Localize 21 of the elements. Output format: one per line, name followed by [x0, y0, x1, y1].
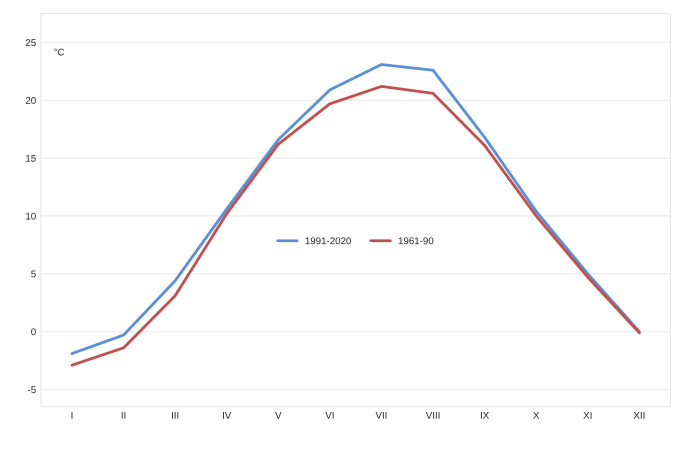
- legend-label: 1991-2020: [306, 237, 351, 244]
- y-tick-label: 0: [31, 328, 36, 336]
- x-tick-label: X: [533, 412, 540, 419]
- y-tick-label: -5: [28, 386, 36, 394]
- y-tick-label: 25: [26, 39, 36, 46]
- x-tick-label: VI: [325, 412, 334, 419]
- y-tick-label: 5: [31, 270, 36, 278]
- x-tick-label: VIII: [426, 412, 440, 419]
- y-axis-title: °C: [54, 48, 64, 56]
- x-tick-label: V: [275, 412, 282, 419]
- legend-label: 1961-90: [398, 237, 434, 244]
- x-tick-label: III: [172, 412, 178, 419]
- x-tick-label: XI: [583, 412, 592, 419]
- x-tick-label: II: [122, 412, 126, 419]
- x-tick-label: IV: [223, 412, 232, 419]
- x-tick-label: IX: [480, 412, 490, 419]
- x-tick-label: XII: [634, 412, 644, 419]
- y-tick-label: 10: [26, 212, 36, 220]
- y-tick-label: 20: [26, 97, 36, 104]
- y-tick-label: 15: [26, 154, 36, 162]
- x-tick-label: VII: [376, 412, 387, 419]
